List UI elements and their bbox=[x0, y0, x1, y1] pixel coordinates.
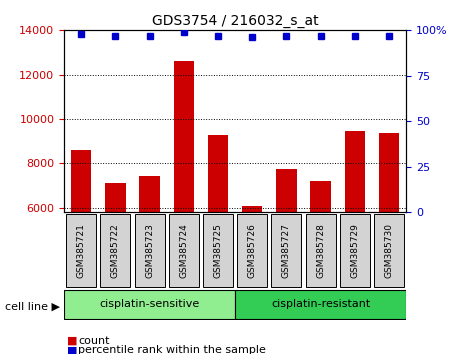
FancyBboxPatch shape bbox=[271, 214, 302, 287]
FancyBboxPatch shape bbox=[203, 214, 233, 287]
Bar bbox=[139, 176, 160, 212]
Bar bbox=[173, 61, 194, 212]
Bar bbox=[344, 131, 365, 212]
Bar bbox=[71, 150, 92, 212]
FancyBboxPatch shape bbox=[305, 214, 336, 287]
FancyBboxPatch shape bbox=[169, 214, 199, 287]
Text: GSM385725: GSM385725 bbox=[214, 223, 222, 278]
FancyBboxPatch shape bbox=[374, 214, 404, 287]
Text: GSM385721: GSM385721 bbox=[77, 223, 86, 278]
Text: GSM385729: GSM385729 bbox=[351, 223, 359, 278]
Text: GSM385726: GSM385726 bbox=[248, 223, 256, 278]
Bar bbox=[242, 206, 263, 212]
Text: cisplatin-sensitive: cisplatin-sensitive bbox=[99, 299, 200, 309]
Text: percentile rank within the sample: percentile rank within the sample bbox=[78, 346, 266, 354]
Text: GSM385730: GSM385730 bbox=[385, 223, 393, 278]
Text: GSM385728: GSM385728 bbox=[316, 223, 325, 278]
Bar bbox=[310, 181, 331, 212]
FancyBboxPatch shape bbox=[100, 214, 131, 287]
Bar bbox=[105, 183, 126, 212]
Title: GDS3754 / 216032_s_at: GDS3754 / 216032_s_at bbox=[152, 14, 318, 28]
FancyBboxPatch shape bbox=[64, 290, 235, 319]
Text: ■: ■ bbox=[66, 336, 77, 346]
Bar bbox=[379, 133, 399, 212]
Text: ■: ■ bbox=[66, 346, 77, 354]
FancyBboxPatch shape bbox=[134, 214, 165, 287]
Text: GSM385722: GSM385722 bbox=[111, 223, 120, 278]
Text: cell line ▶: cell line ▶ bbox=[5, 301, 60, 311]
FancyBboxPatch shape bbox=[237, 214, 267, 287]
Bar bbox=[276, 169, 297, 212]
Text: count: count bbox=[78, 336, 110, 346]
FancyBboxPatch shape bbox=[235, 290, 406, 319]
Text: GSM385727: GSM385727 bbox=[282, 223, 291, 278]
FancyBboxPatch shape bbox=[66, 214, 96, 287]
Text: GSM385723: GSM385723 bbox=[145, 223, 154, 278]
Bar bbox=[208, 135, 228, 212]
Text: GSM385724: GSM385724 bbox=[180, 223, 188, 278]
Text: cisplatin-resistant: cisplatin-resistant bbox=[271, 299, 370, 309]
FancyBboxPatch shape bbox=[340, 214, 370, 287]
